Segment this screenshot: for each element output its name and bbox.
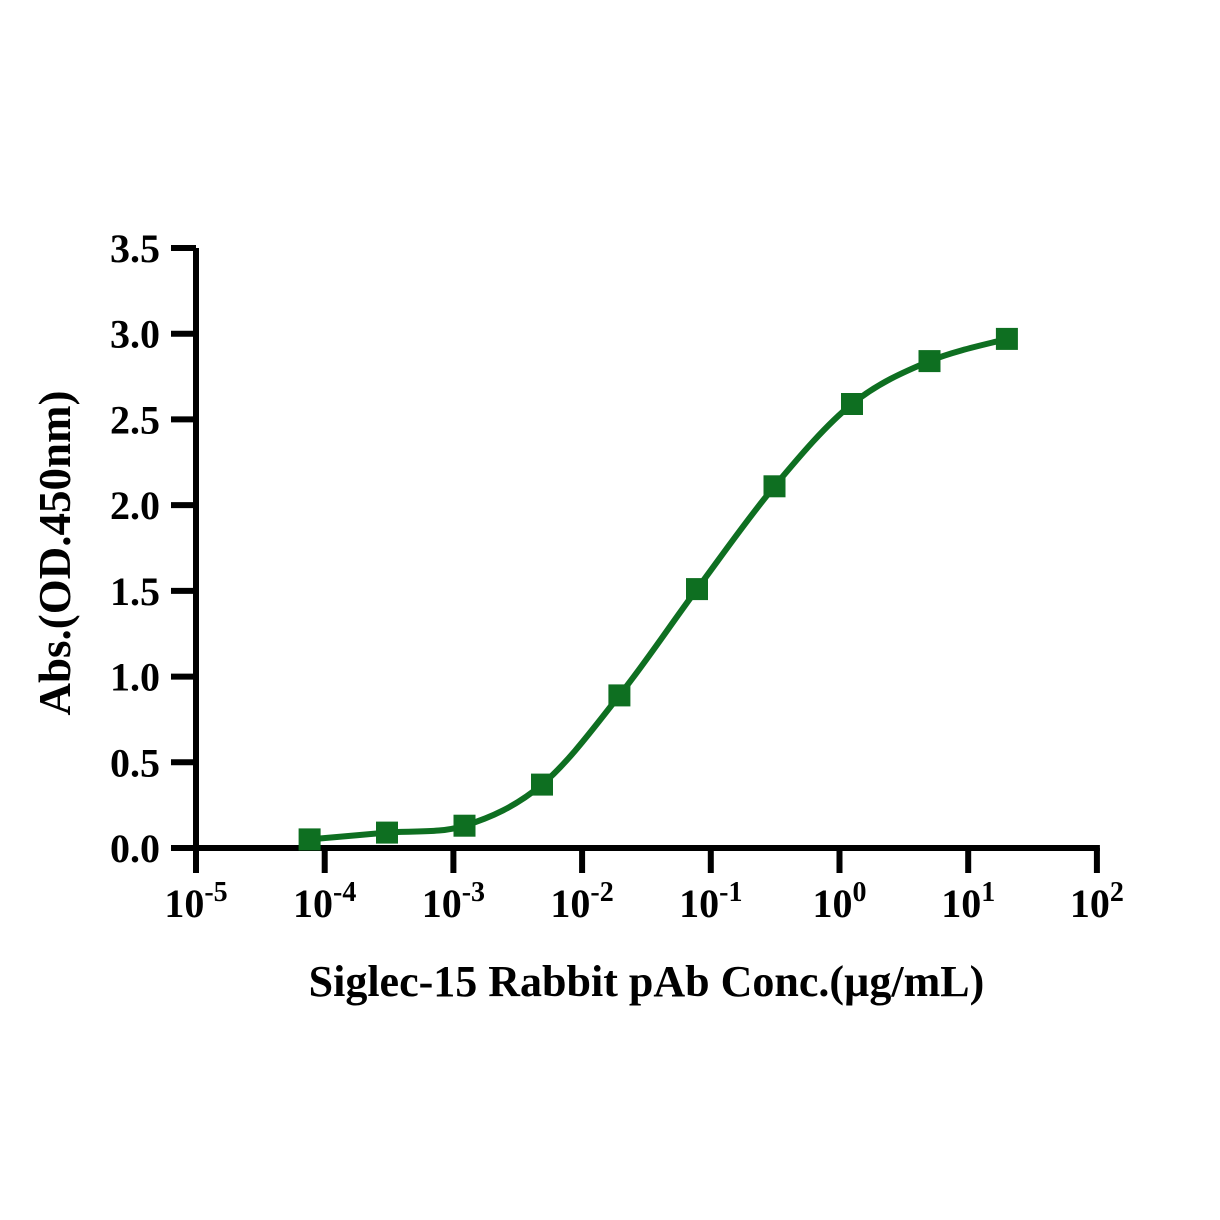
data-point-marker: [531, 773, 553, 796]
x-tick-label: 10-4: [293, 877, 356, 926]
x-tick-label: 10-5: [164, 877, 227, 926]
y-tick-label: 3.0: [110, 312, 160, 357]
x-tick-label: 10-1: [679, 877, 742, 926]
y-tick-label: 1.5: [110, 569, 160, 614]
x-tick-label: 101: [941, 877, 995, 926]
data-point-marker: [453, 814, 476, 837]
x-tick-label: 102: [1070, 877, 1124, 926]
data-point-marker: [376, 821, 398, 844]
fit-curve: [306, 335, 1010, 843]
data-point-marker: [995, 327, 1018, 350]
y-tick-label: 0.0: [110, 826, 160, 871]
data-point-marker: [298, 828, 321, 851]
x-axis-title: Siglec-15 Rabbit pAb Conc.(µg/mL): [309, 957, 985, 1006]
data-point-marker: [841, 393, 863, 415]
data-point-marker: [918, 350, 941, 373]
y-tick-label: 2.5: [110, 397, 160, 442]
data-point-marker: [608, 684, 631, 707]
x-tick-label: 10-3: [422, 877, 485, 926]
y-tick-label: 2.0: [110, 483, 160, 528]
y-axis-title: Abs.(OD.450nm): [30, 390, 80, 715]
data-point-marker: [763, 475, 786, 498]
y-tick-label: 0.5: [110, 740, 160, 785]
x-tick-label: 10-2: [550, 877, 613, 926]
y-tick-label: 1.0: [110, 655, 160, 700]
x-tick-label: 100: [813, 877, 867, 926]
y-tick-label: 3.5: [110, 226, 160, 271]
data-point-marker: [686, 578, 708, 601]
